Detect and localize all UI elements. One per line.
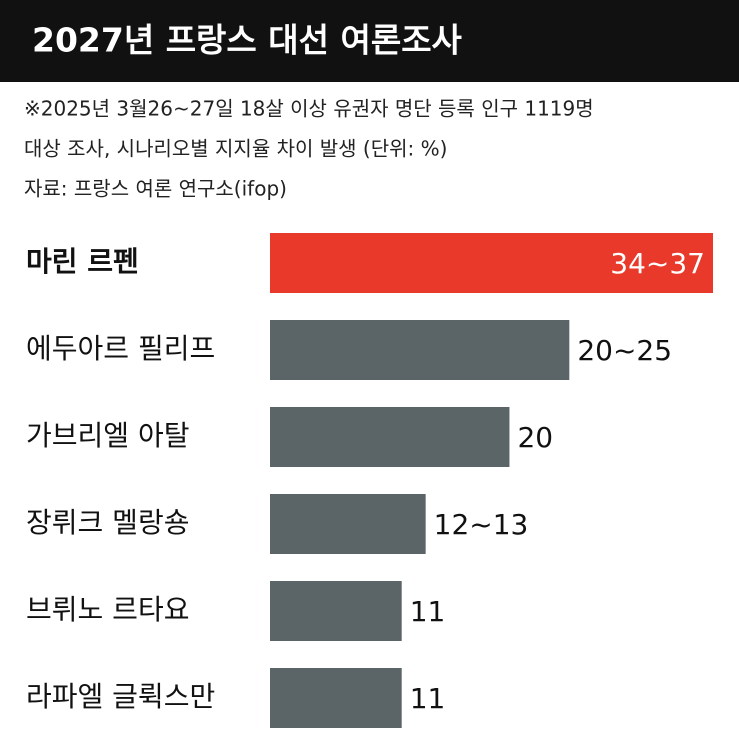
chart-title: 2027년 프랑스 대선 여론조사 xyxy=(32,21,463,60)
bar xyxy=(270,668,402,728)
category-label: 에두아르 필리프 xyxy=(26,332,215,365)
note: 대상 조사, 시나리오별 지지율 차이 발생 (단위: %) xyxy=(24,137,447,161)
value-label: 11 xyxy=(410,682,446,715)
bar xyxy=(270,407,510,467)
bar xyxy=(270,581,402,641)
value-label: 12~13 xyxy=(434,508,529,541)
value-label: 34~37 xyxy=(610,247,705,280)
title-bar xyxy=(0,0,739,82)
category-label: 장뤼크 멜랑숑 xyxy=(26,506,189,539)
value-label: 11 xyxy=(410,595,446,628)
note: 자료: 프랑스 여론 연구소(ifop) xyxy=(24,177,287,201)
category-label: 가브리엘 아탈 xyxy=(26,419,189,452)
category-label: 라파엘 글뤽스만 xyxy=(26,680,215,713)
value-label: 20 xyxy=(517,421,553,454)
category-label: 마린 르펜 xyxy=(26,245,139,278)
value-label: 20~25 xyxy=(577,334,672,367)
category-label: 브뤼노 르타요 xyxy=(26,593,189,626)
bar xyxy=(270,233,713,293)
bar xyxy=(270,494,426,554)
note: ※2025년 3월26~27일 18살 이상 유권자 명단 등록 인구 1119… xyxy=(24,97,594,121)
bar xyxy=(270,320,570,380)
